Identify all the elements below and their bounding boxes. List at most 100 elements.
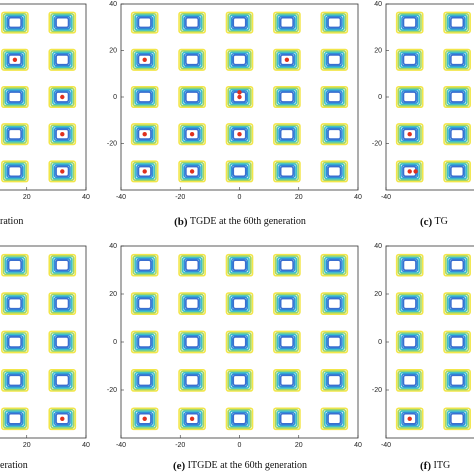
contour-ring	[132, 12, 157, 33]
contour-ring	[4, 295, 26, 313]
contour-ring	[278, 52, 296, 67]
contour-ring	[2, 255, 27, 276]
contour-ring	[279, 128, 294, 140]
contour-ring	[276, 371, 298, 389]
y-tick-label: -20	[107, 140, 117, 147]
x-tick-label: -20	[175, 442, 185, 449]
contour-ring	[274, 332, 299, 352]
population-point	[60, 169, 65, 174]
contour-ring	[278, 15, 296, 30]
contour-ring	[185, 165, 200, 178]
y-tick-label: 0	[378, 339, 382, 346]
contour-ring	[448, 164, 466, 179]
x-tick-label: 20	[23, 442, 31, 449]
contour-ring	[276, 51, 298, 69]
contour-ring	[448, 15, 466, 30]
contour-ring	[7, 54, 22, 66]
contour-ring	[137, 412, 152, 425]
y-tick-label: -20	[372, 387, 382, 394]
contour-ring	[185, 374, 200, 387]
contour-ring	[227, 255, 252, 276]
contour-ring	[7, 91, 22, 103]
contour-ring	[402, 91, 417, 103]
contour-ring	[225, 330, 254, 354]
contour-ring	[395, 11, 424, 34]
contour-ring	[227, 87, 252, 107]
contour-ring	[399, 88, 420, 106]
population-point	[60, 94, 65, 100]
population-point	[407, 416, 412, 421]
contour-ring	[48, 48, 77, 71]
contour-ring	[327, 259, 342, 272]
contour-ring	[132, 255, 157, 276]
population-point	[142, 57, 147, 62]
contour-ring	[53, 373, 71, 388]
contour-ring	[274, 161, 299, 182]
contour-ring	[324, 295, 345, 313]
contour-ring	[450, 336, 465, 348]
contour-ring	[322, 408, 347, 429]
contour-ring	[178, 11, 206, 34]
contour-ring	[230, 411, 249, 426]
contour-ring	[181, 14, 203, 31]
contour-ring	[1, 11, 29, 34]
contour-ring	[322, 12, 347, 33]
contour-ring	[399, 410, 420, 428]
contour-ring	[397, 87, 422, 107]
contour-ring	[48, 160, 77, 183]
contour-ring	[397, 332, 422, 352]
contour-ring	[52, 163, 73, 180]
panel: -40 40 20 0 -20 (c) TG	[372, 1, 474, 228]
y-tick-label: 40	[109, 1, 117, 8]
contour-ring	[229, 51, 250, 69]
contour-ring	[445, 293, 470, 314]
contour-ring	[397, 255, 422, 276]
population-point	[189, 416, 195, 421]
contour-ring	[446, 125, 468, 143]
contour-ring	[229, 125, 250, 143]
x-tick-label: 20	[295, 194, 303, 201]
contour-ring	[232, 128, 247, 140]
contour-ring	[395, 369, 424, 392]
contour-ring	[137, 374, 152, 387]
contour-ring	[183, 411, 201, 426]
contour-ring	[225, 253, 254, 277]
contour-ring	[225, 11, 254, 34]
contour-ring	[4, 88, 26, 106]
x-tick-label: 20	[295, 442, 303, 449]
contour-ring	[446, 410, 468, 428]
contour-ring	[6, 15, 24, 30]
x-tick-label: 40	[82, 442, 90, 449]
contour-ring	[230, 164, 249, 179]
y-tick-label: 40	[374, 1, 382, 8]
y-tick-label: 0	[113, 339, 117, 346]
contour-ring	[7, 374, 22, 387]
contour-ring	[132, 293, 157, 314]
contour-ring	[227, 124, 252, 144]
contour-ring	[48, 11, 77, 34]
contour-ring	[273, 407, 301, 431]
contour-ring	[225, 407, 254, 431]
contour-ring	[136, 258, 154, 273]
contour-ring	[322, 332, 347, 352]
contour-ring	[324, 371, 345, 389]
contour-ring	[227, 370, 252, 391]
contour-ring	[327, 297, 342, 310]
contour-ring	[450, 54, 465, 66]
contour-ring	[181, 51, 203, 69]
contour-ring	[183, 164, 201, 179]
contour-ring	[395, 160, 424, 183]
contour-ring	[134, 333, 155, 351]
contour-ring	[7, 412, 22, 425]
contour-ring	[183, 373, 201, 388]
contour-ring	[320, 85, 349, 109]
contour-ring	[273, 253, 301, 277]
population-point	[142, 416, 147, 421]
contour-ring	[134, 371, 155, 389]
caption-label: (e)	[173, 460, 186, 472]
contour-ring	[50, 50, 75, 70]
contour-ring	[276, 256, 298, 274]
caption-label: (c)	[420, 216, 433, 228]
contour-ring	[278, 164, 296, 179]
contour-ring	[230, 373, 249, 388]
